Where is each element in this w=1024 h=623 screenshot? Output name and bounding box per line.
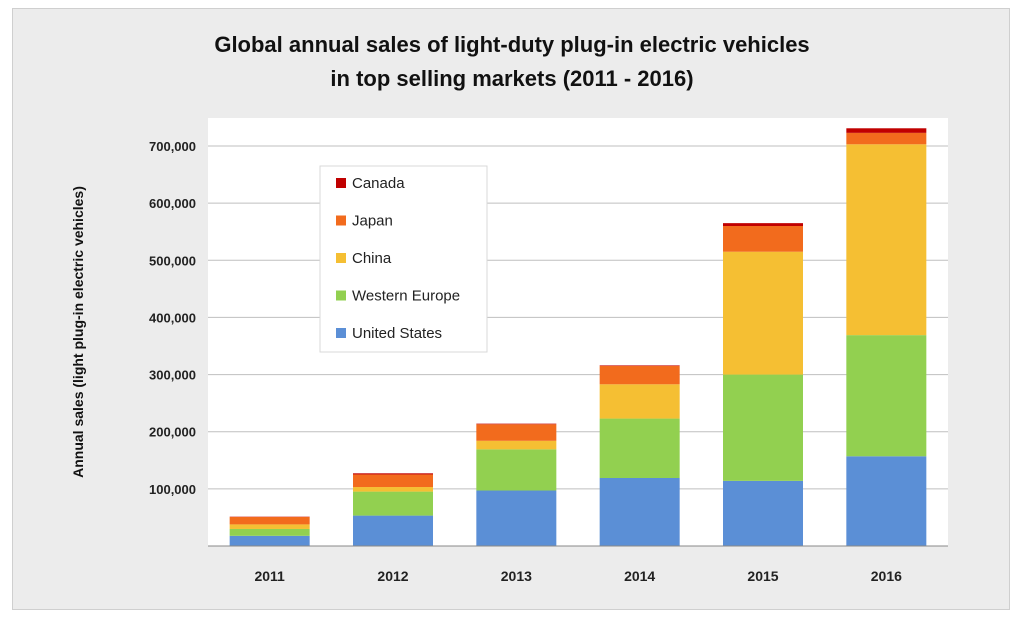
legend-swatch — [336, 253, 346, 263]
bar-segment-china-2013 — [476, 440, 557, 450]
x-tick-label: 2013 — [501, 568, 532, 584]
y-tick-label: 200,000 — [149, 425, 196, 440]
y-tick-labels: 100,000 200,000 300,000 400,000 500,000 600,0… — [149, 139, 196, 497]
bar-segment-western-europe-2011 — [229, 528, 310, 536]
y-tick-label: 500,000 — [149, 253, 196, 268]
bar-stacks — [229, 128, 927, 546]
bar-segment-canada-2013 — [476, 423, 557, 425]
x-tick-label: 2011 — [254, 568, 285, 584]
y-tick-label: 600,000 — [149, 196, 196, 211]
bar-segment-western-europe-2014 — [599, 418, 680, 478]
legend-swatch — [336, 328, 346, 338]
legend-label: Western Europe — [352, 288, 460, 305]
legend: Canada Japan China Western Europe United Sta… — [319, 165, 488, 353]
y-tick-label: 700,000 — [149, 139, 196, 154]
bar-segment-western-europe-2013 — [476, 449, 557, 491]
chart-subtitle: in top selling markets (2011 - 2016) — [330, 66, 694, 91]
bar-segment-canada-2014 — [599, 365, 680, 366]
x-tick-label: 2016 — [871, 568, 902, 584]
chart-title-block: Global annual sales of light-duty plug-i… — [0, 28, 1024, 96]
bar-segment-united-states-2012 — [353, 515, 433, 546]
plot-area — [208, 118, 948, 546]
chart-title: Global annual sales of light-duty plug-i… — [214, 32, 810, 57]
x-tick-label: 2012 — [377, 568, 408, 584]
y-axis-label: Annual sales (light plug-in electric veh… — [70, 186, 86, 478]
x-tick-label: 2015 — [747, 568, 778, 584]
bar-segment-western-europe-2015 — [723, 374, 803, 481]
y-tick-label: 300,000 — [149, 368, 196, 383]
bar-segment-united-states-2016 — [846, 456, 927, 546]
bar-segment-china-2016 — [846, 144, 927, 336]
legend-label: United States — [352, 325, 442, 342]
bar-segment-china-2012 — [353, 487, 433, 492]
y-tick-label: 100,000 — [149, 482, 196, 497]
bar-segment-united-states-2015 — [723, 480, 803, 546]
legend-label: China — [352, 250, 392, 267]
legend-label: Canada — [352, 175, 405, 192]
bar-segment-japan-2015 — [723, 226, 803, 252]
bar-segment-united-states-2011 — [229, 535, 310, 546]
x-tick-label: 2014 — [624, 568, 655, 584]
bar-segment-canada-2016 — [846, 128, 927, 133]
legend-swatch — [336, 215, 346, 226]
bar-segment-japan-2012 — [353, 474, 433, 488]
bar-segment-japan-2014 — [599, 366, 680, 385]
bar-segment-canada-2015 — [723, 223, 803, 226]
bar-segment-japan-2016 — [846, 132, 927, 145]
x-tick-labels: 2011 2012 2013 2014 2015 2016 — [254, 568, 902, 584]
bar-segment-western-europe-2012 — [353, 491, 433, 516]
bar-segment-canada-2012 — [353, 473, 433, 475]
bar-segment-united-states-2014 — [599, 478, 680, 546]
y-tick-label: 400,000 — [149, 310, 196, 325]
legend-swatch — [336, 178, 346, 188]
legend-swatch — [336, 290, 346, 301]
bar-segment-china-2011 — [229, 524, 310, 529]
bar-segment-china-2015 — [723, 251, 803, 375]
bar-segment-japan-2011 — [229, 516, 310, 525]
bar-segment-japan-2013 — [476, 424, 557, 441]
bar-segment-china-2014 — [599, 384, 680, 419]
bar-segment-western-europe-2016 — [846, 335, 927, 457]
legend-label: Japan — [352, 213, 393, 230]
legend-box — [319, 165, 488, 353]
bar-segment-united-states-2013 — [476, 490, 557, 546]
